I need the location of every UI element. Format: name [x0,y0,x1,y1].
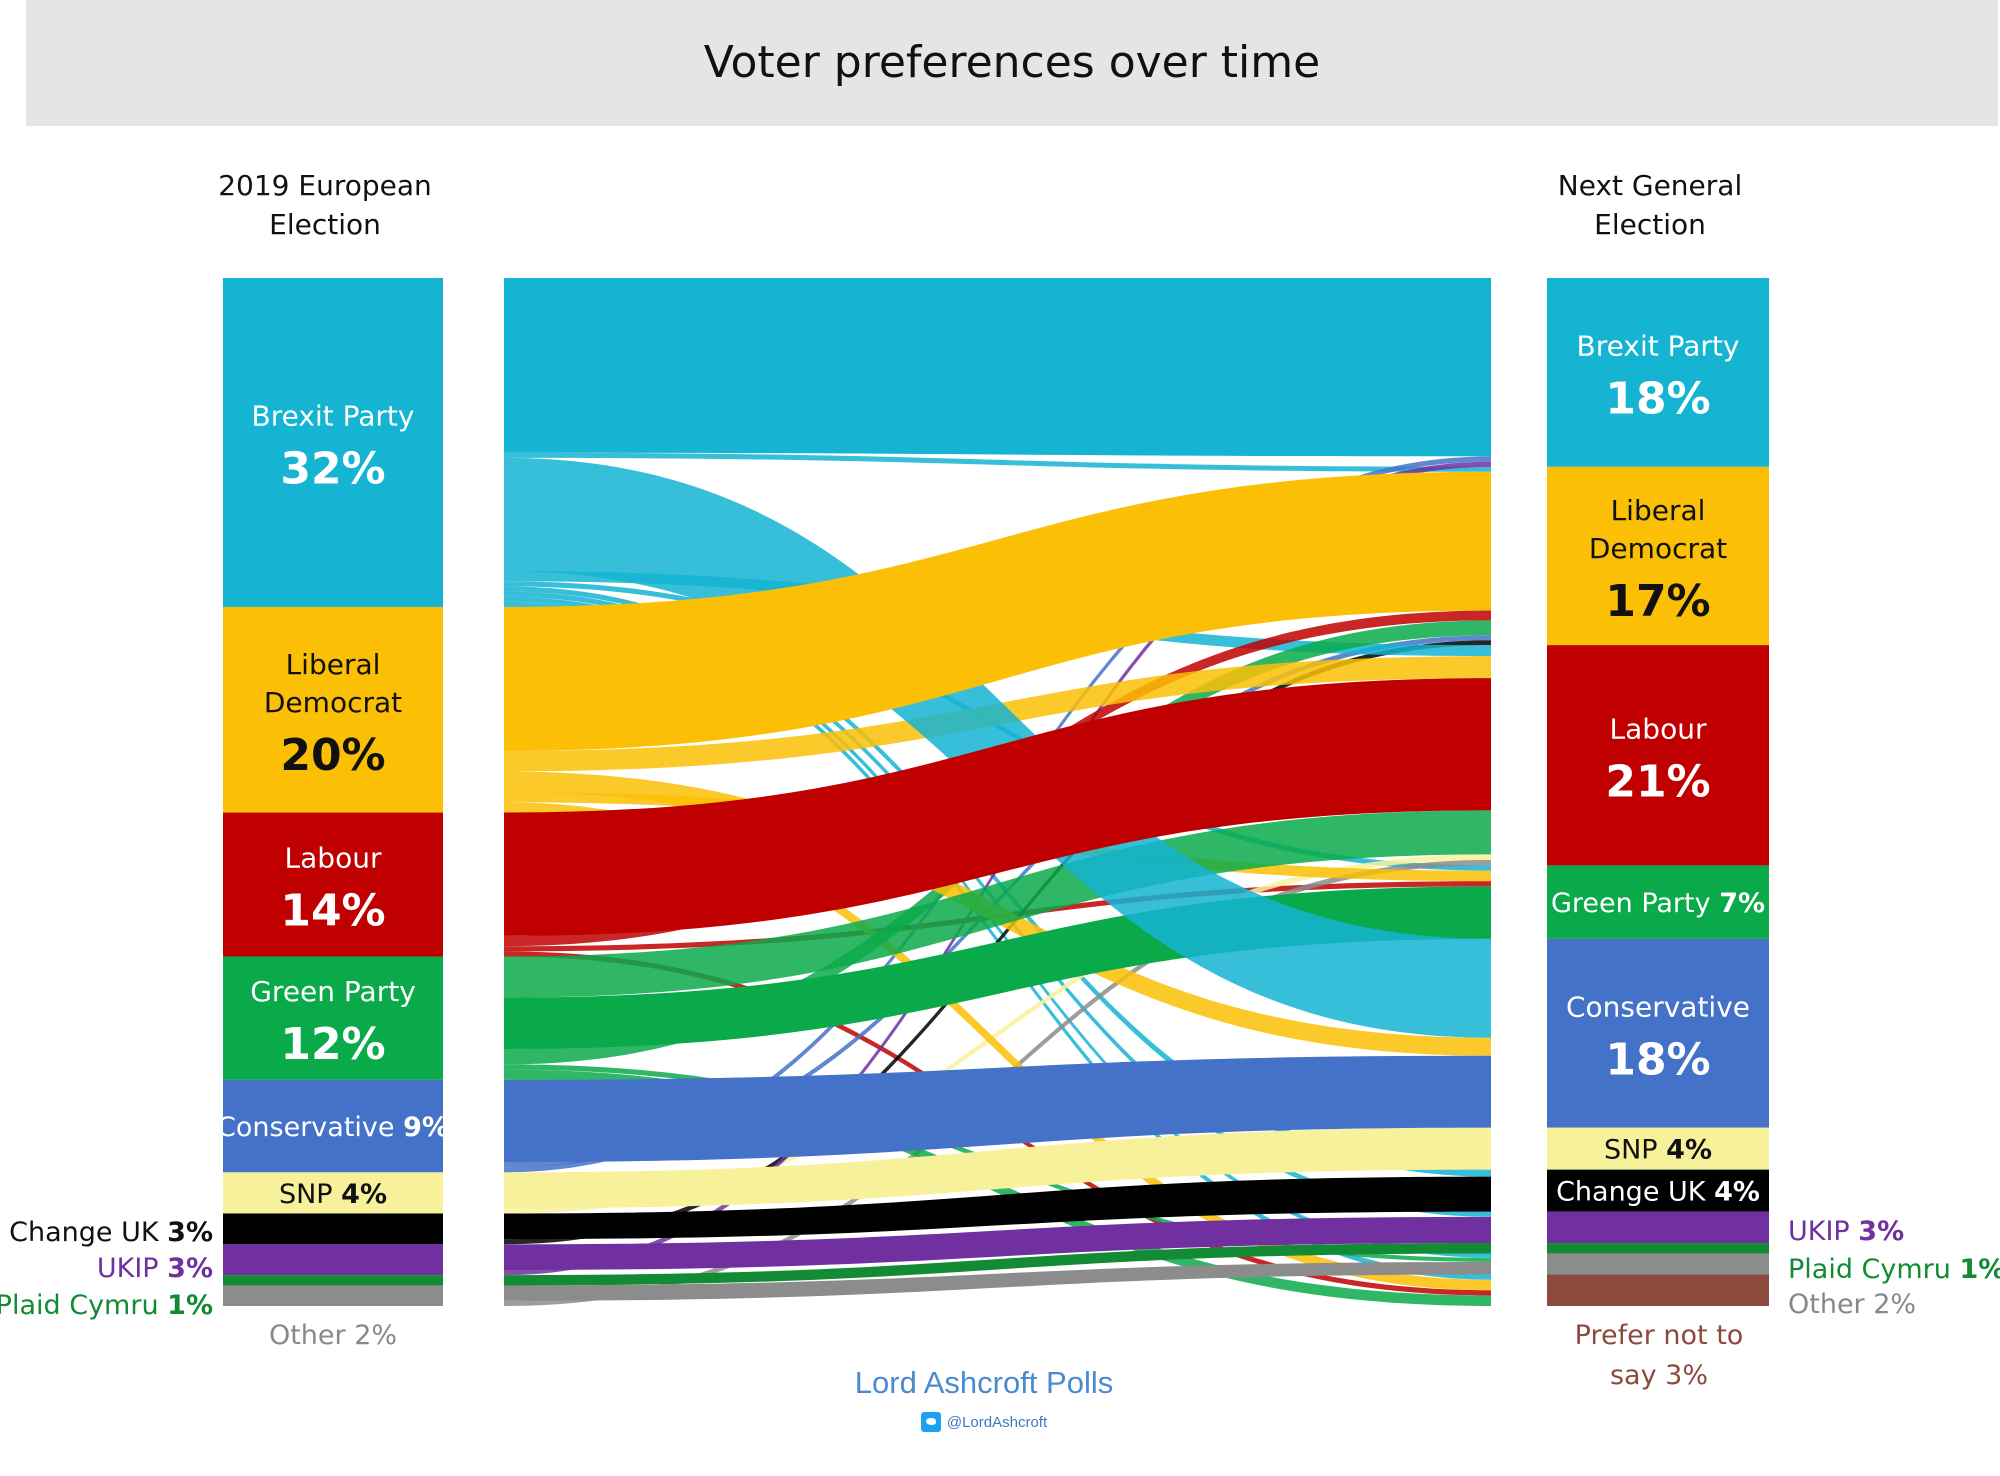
left-label-change-uk: Change UK 3% [9,1217,213,1248]
right-bar-ukip [1547,1211,1769,1244]
title-bar: Voter preferences over time [26,0,1998,126]
flow-snp-to-snp [504,1127,1491,1209]
left-bar-plaid-cymru [223,1275,443,1286]
right-label-ukip: UKIP 3% [1788,1216,1904,1247]
left-column-header-line2: Election [269,208,381,241]
left-value-green-party: 12% [280,1019,385,1070]
right-value-liberal-democrat: 17% [1605,576,1710,627]
right-bar-labour [1547,645,1769,866]
right-bar-conservative [1547,938,1769,1128]
right-bar-other [1547,1253,1769,1275]
flow-labour-to-labour [504,678,1491,936]
twitter-handle: @LordAshcroft [946,1413,1048,1431]
right-value-labour: 21% [1605,756,1710,807]
right-label-labour: Labour [1610,712,1707,745]
right-bar-change-uk [1547,1169,1769,1212]
flows-layer [504,278,1491,1306]
flow-other-to-other [504,1261,1491,1301]
flow-conservative-to-conservative [504,1055,1491,1163]
left-label-liberal-democrat-line2: Democrat [264,686,402,719]
right-bar-prefer-not-to-say [1547,1274,1769,1306]
flow-snp-to-labour [504,854,1491,1214]
right-bar-brexit-party [1547,278,1769,467]
right-label-prefer-not-to-say-line2: say 3% [1610,1360,1708,1391]
right-label-brexit-party: Brexit Party [1577,329,1740,362]
right-label-snp: SNP 4% [1604,1135,1712,1166]
source-handle[interactable]: @LordAshcroft [884,1410,1084,1434]
left-bar-liberal-democrat [223,606,443,813]
right-label-change-uk: Change UK 4% [1556,1177,1760,1208]
left-bar-ukip [223,1244,443,1276]
right-column-header: Next General [1558,169,1742,202]
flow-change-uk-to-change-uk [504,1176,1491,1240]
left-bars [223,278,443,1306]
right-label-green-party: Green Party 7% [1551,888,1765,919]
right-bar-plaid-cymru [1547,1243,1769,1254]
left-label-brexit-party: Brexit Party [252,399,415,432]
left-value-liberal-democrat: 20% [280,730,385,781]
left-label-labour: Labour [285,842,382,875]
flow-brexit-party-to-other [504,596,1491,1258]
left-label-snp: SNP 4% [279,1179,387,1210]
right-bar-liberal-democrat [1547,466,1769,646]
right-label-liberal-democrat: Liberal [1611,494,1706,527]
twitter-icon [920,1412,941,1432]
right-bar-snp [1547,1127,1769,1170]
right-label-liberal-democrat-line2: Democrat [1589,532,1727,565]
left-bar-labour [223,812,443,957]
right-label-conservative: Conservative [1566,990,1750,1023]
left-bar-other [223,1285,443,1306]
right-label-plaid-cymru: Plaid Cymru 1% [1788,1254,2000,1285]
labels-layer: 2019 European Election Next General Electio… [0,169,2000,1391]
flow-brexit-party-to-change-uk [504,586,1491,1177]
right-value-brexit-party: 18% [1605,373,1710,424]
flow-brexit-party-to-liberal-democrat [504,452,1491,472]
right-bar-green-party [1547,865,1769,939]
right-bars [1547,278,1769,1306]
left-label-conservative: Conservative 9% [217,1112,449,1143]
left-label-other: Other 2% [269,1320,397,1351]
flow-brexit-party-to-brexit-party [504,278,1491,457]
source-credit: Lord Ashcroft Polls [854,1365,1114,1400]
flow-liberal-democrat-to-prefer-not-to-say [504,802,1491,1291]
right-label-other: Other 2% [1788,1289,1916,1320]
left-bar-green-party [223,956,443,1080]
right-label-prefer-not-to-say: Prefer not to [1575,1320,1744,1351]
left-column-header: 2019 European [218,169,432,202]
right-value-conservative: 18% [1605,1034,1710,1085]
left-label-ukip: UKIP 3% [97,1253,213,1284]
flow-liberal-democrat-to-liberal-democrat [504,471,1491,751]
right-column-header-line2: Election [1594,208,1706,241]
left-bar-brexit-party [223,278,443,607]
flow-green-party-to-labour [504,810,1491,998]
left-bar-snp [223,1172,443,1214]
left-bar-change-uk [223,1213,443,1245]
left-label-liberal-democrat: Liberal [286,648,381,681]
left-value-labour: 14% [280,886,385,937]
left-label-green-party: Green Party [250,975,416,1008]
left-value-brexit-party: 32% [280,443,385,494]
chart-title: Voter preferences over time [703,37,1321,88]
left-bar-conservative [223,1079,443,1173]
left-label-plaid-cymru: Plaid Cymru 1% [0,1290,213,1321]
flow-ukip-to-ukip [504,1216,1491,1271]
flow-plaid-cymru-to-plaid-cymru [504,1243,1491,1286]
